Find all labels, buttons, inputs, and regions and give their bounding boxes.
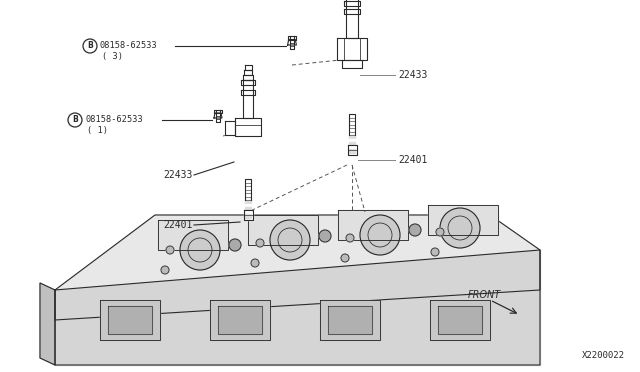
Circle shape bbox=[251, 259, 259, 267]
Polygon shape bbox=[243, 210, 253, 220]
Polygon shape bbox=[344, 9, 360, 14]
Polygon shape bbox=[108, 306, 152, 334]
Polygon shape bbox=[55, 250, 540, 365]
Text: 08158-62533: 08158-62533 bbox=[85, 115, 143, 125]
Polygon shape bbox=[349, 142, 355, 145]
Polygon shape bbox=[349, 145, 355, 149]
Polygon shape bbox=[245, 203, 251, 207]
Polygon shape bbox=[243, 75, 253, 80]
Polygon shape bbox=[244, 70, 252, 75]
Polygon shape bbox=[349, 149, 355, 153]
Text: 22401: 22401 bbox=[398, 155, 428, 165]
Circle shape bbox=[360, 215, 400, 255]
Circle shape bbox=[440, 208, 480, 248]
Circle shape bbox=[270, 220, 310, 260]
Polygon shape bbox=[349, 135, 355, 138]
Circle shape bbox=[431, 248, 439, 256]
Polygon shape bbox=[438, 306, 482, 334]
Polygon shape bbox=[214, 113, 222, 118]
Polygon shape bbox=[243, 80, 253, 118]
Text: ( 3): ( 3) bbox=[102, 52, 123, 61]
Polygon shape bbox=[241, 90, 255, 95]
Polygon shape bbox=[342, 60, 362, 68]
Polygon shape bbox=[55, 215, 540, 320]
Polygon shape bbox=[344, 1, 360, 6]
Polygon shape bbox=[287, 39, 296, 45]
Polygon shape bbox=[241, 80, 255, 85]
Circle shape bbox=[166, 246, 174, 254]
Text: 22401: 22401 bbox=[164, 220, 193, 230]
Text: FRONT: FRONT bbox=[468, 290, 501, 300]
Polygon shape bbox=[288, 36, 296, 39]
Polygon shape bbox=[348, 145, 356, 155]
Circle shape bbox=[341, 254, 349, 262]
Polygon shape bbox=[40, 283, 55, 365]
Polygon shape bbox=[235, 118, 261, 136]
Polygon shape bbox=[225, 121, 235, 135]
Text: B: B bbox=[72, 115, 78, 125]
Circle shape bbox=[319, 230, 331, 242]
Polygon shape bbox=[349, 138, 355, 142]
Text: ( 1): ( 1) bbox=[87, 126, 108, 135]
Polygon shape bbox=[158, 220, 228, 250]
Polygon shape bbox=[245, 214, 251, 218]
Circle shape bbox=[409, 224, 421, 236]
Polygon shape bbox=[428, 205, 498, 235]
Polygon shape bbox=[214, 110, 221, 113]
Text: X2200022: X2200022 bbox=[582, 351, 625, 360]
Polygon shape bbox=[100, 300, 160, 340]
Polygon shape bbox=[244, 65, 252, 70]
Circle shape bbox=[229, 239, 241, 251]
Text: 08158-62533: 08158-62533 bbox=[100, 42, 157, 51]
Polygon shape bbox=[245, 196, 251, 200]
Circle shape bbox=[256, 239, 264, 247]
Polygon shape bbox=[245, 211, 251, 214]
Polygon shape bbox=[245, 200, 251, 203]
Circle shape bbox=[346, 234, 354, 242]
Polygon shape bbox=[248, 215, 318, 245]
Polygon shape bbox=[245, 207, 251, 211]
Circle shape bbox=[180, 230, 220, 270]
Text: 22433: 22433 bbox=[398, 70, 428, 80]
Polygon shape bbox=[320, 300, 380, 340]
Polygon shape bbox=[337, 38, 367, 60]
Polygon shape bbox=[430, 300, 490, 340]
Polygon shape bbox=[218, 306, 262, 334]
Text: 22433: 22433 bbox=[164, 170, 193, 180]
Text: B: B bbox=[87, 42, 93, 51]
Polygon shape bbox=[210, 300, 270, 340]
Polygon shape bbox=[338, 210, 408, 240]
Circle shape bbox=[161, 266, 169, 274]
Polygon shape bbox=[346, 0, 358, 38]
Polygon shape bbox=[328, 306, 372, 334]
Polygon shape bbox=[349, 131, 355, 135]
Circle shape bbox=[436, 228, 444, 236]
